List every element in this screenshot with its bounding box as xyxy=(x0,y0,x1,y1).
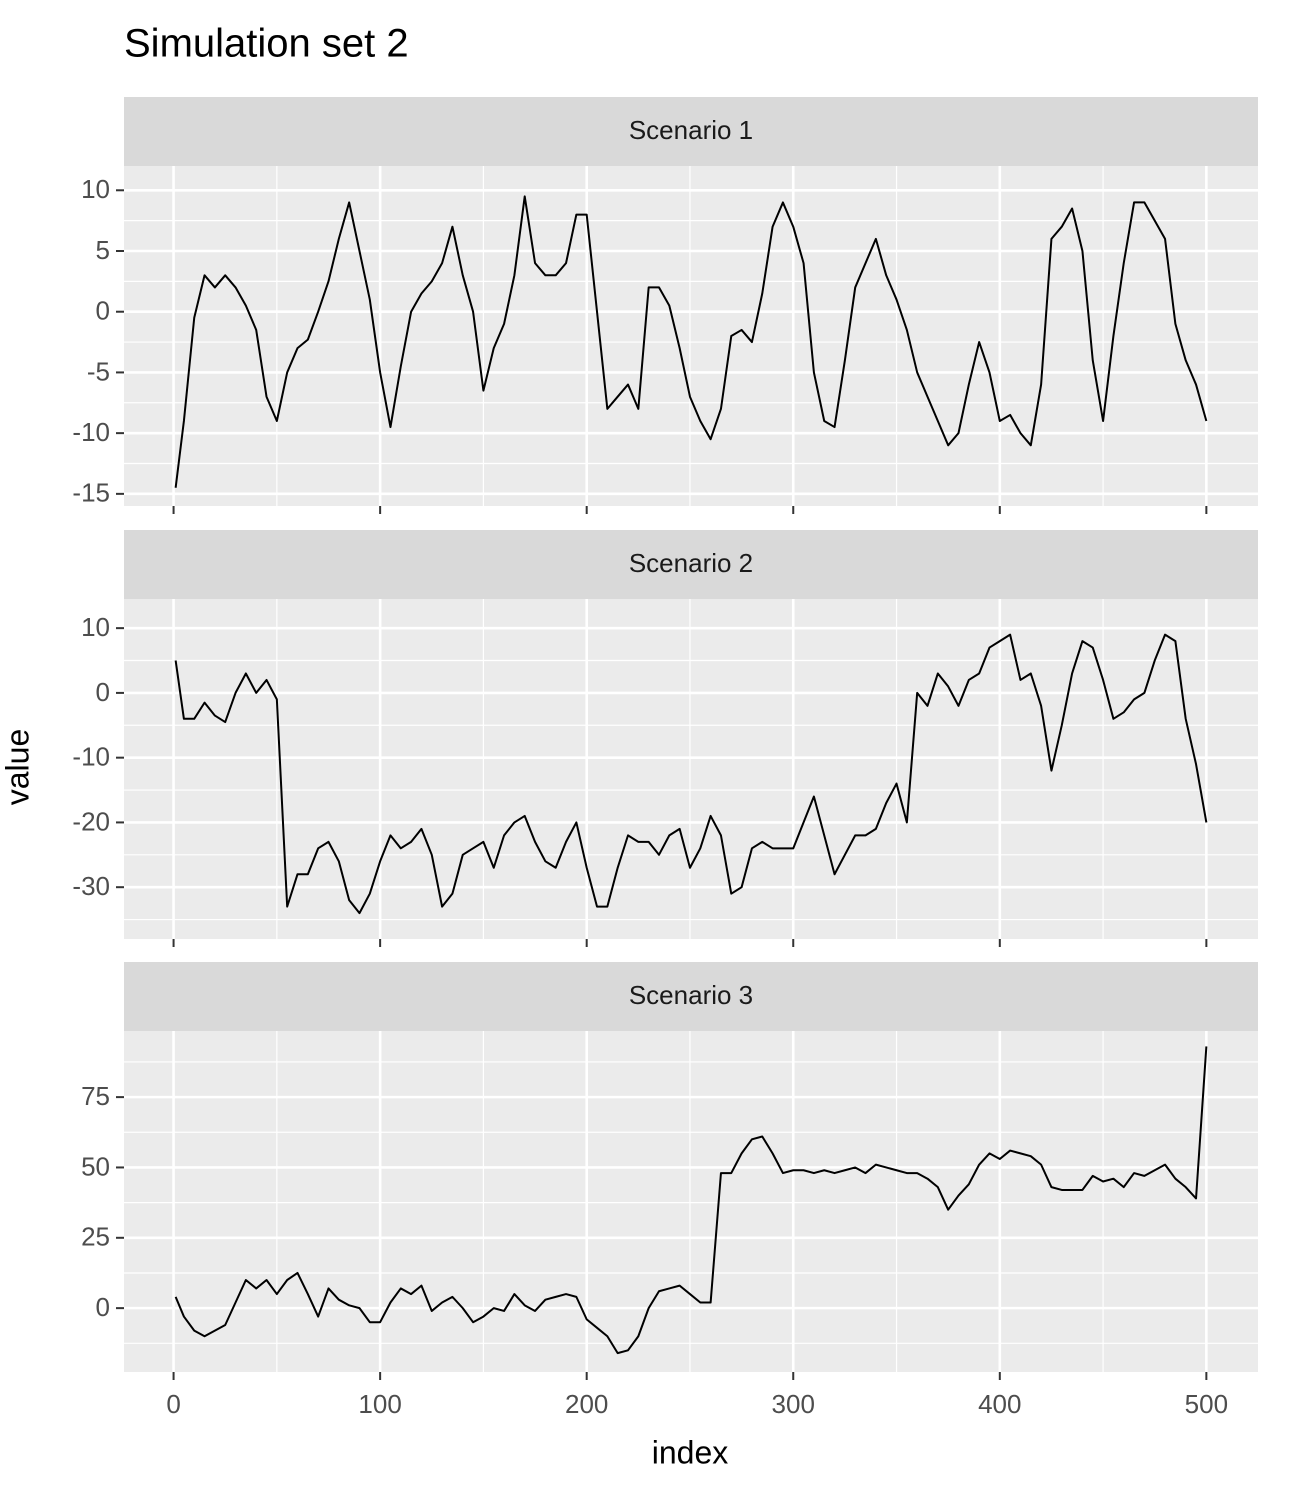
strip-label: Scenario 2 xyxy=(629,548,753,578)
strip xyxy=(124,97,1258,166)
strip xyxy=(124,962,1258,1031)
x-tick-label: 200 xyxy=(565,1389,608,1419)
y-tick-label: -10 xyxy=(72,742,110,772)
y-tick-label: 10 xyxy=(81,612,110,642)
y-tick-label: 75 xyxy=(81,1081,110,1111)
y-tick-label: 5 xyxy=(96,235,110,265)
y-tick-label: -15 xyxy=(72,478,110,508)
series-line xyxy=(174,195,1208,488)
chart-title: Simulation set 2 xyxy=(124,22,409,66)
x-tick-label: 500 xyxy=(1185,1389,1228,1419)
x-tick-label: 300 xyxy=(772,1389,815,1419)
strip xyxy=(124,530,1258,599)
y-tick-label: 10 xyxy=(81,174,110,204)
y-tick-label: 25 xyxy=(81,1222,110,1252)
panel xyxy=(124,1031,1258,1372)
strip-label: Scenario 1 xyxy=(629,115,753,145)
panel xyxy=(124,166,1258,506)
y-tick-label: -10 xyxy=(72,417,110,447)
strip-label: Scenario 3 xyxy=(629,980,753,1010)
y-tick-label: 50 xyxy=(81,1151,110,1181)
y-tick-label: 0 xyxy=(96,1292,110,1322)
y-tick-label: 0 xyxy=(96,677,110,707)
y-tick-label: -5 xyxy=(87,356,110,386)
y-tick-label: 0 xyxy=(96,296,110,326)
x-tick-label: 400 xyxy=(978,1389,1021,1419)
y-tick-label: -30 xyxy=(72,871,110,901)
y-axis-title: value xyxy=(0,729,35,806)
x-tick-label: 0 xyxy=(166,1389,180,1419)
series-line xyxy=(174,1046,1208,1355)
panel xyxy=(124,599,1258,939)
y-tick-label: -20 xyxy=(72,806,110,836)
x-axis-title: index xyxy=(652,1434,729,1470)
series-line xyxy=(174,633,1208,915)
x-tick-label: 100 xyxy=(358,1389,401,1419)
